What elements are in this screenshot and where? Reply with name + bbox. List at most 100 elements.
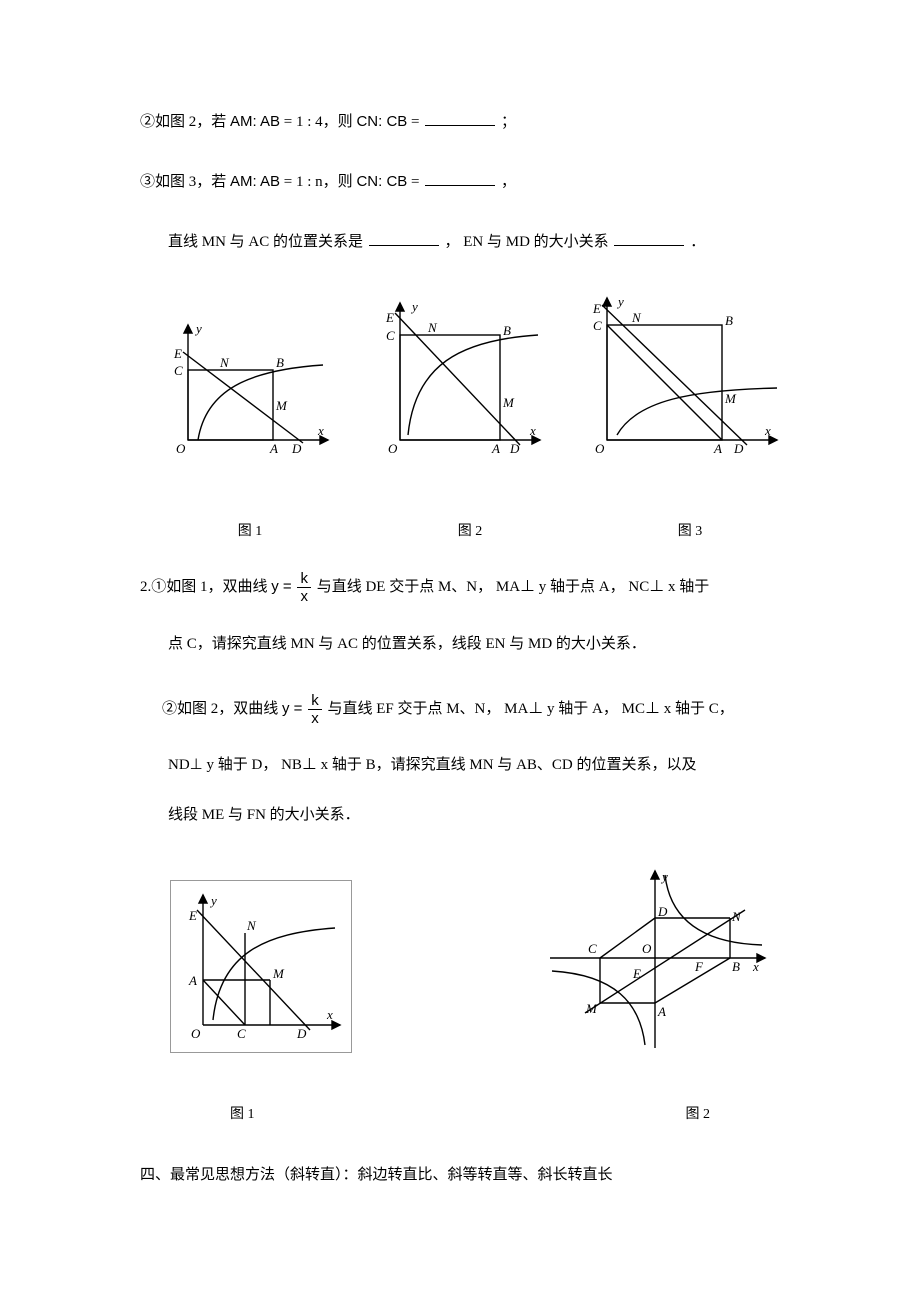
svg-text:D: D: [291, 441, 302, 456]
svg-text:M: M: [275, 398, 288, 413]
question-2-line: ②如图 2，若 AM: AB = 1 : 4，则 CN: CB = ；: [140, 110, 800, 134]
text-eq-2: =: [411, 174, 423, 190]
svg-text:O: O: [595, 441, 605, 456]
text-eq1n: = 1 : n，则: [284, 174, 357, 190]
text-semicolon: ；: [501, 114, 516, 130]
text-p22a: ②如图 2，双曲线: [162, 701, 282, 717]
problem-2-2-line-3: 线段 ME 与 FN 的大小关系．: [168, 803, 800, 827]
svg-text:y: y: [209, 893, 217, 908]
svg-text:O: O: [388, 441, 398, 456]
fraction-num: k: [308, 692, 322, 710]
text-cn-cb: CN: CB: [356, 113, 407, 130]
fraction-num: k: [297, 570, 311, 588]
svg-text:x: x: [764, 423, 771, 438]
svg-text:D: D: [657, 904, 668, 919]
svg-text:A: A: [491, 441, 500, 456]
text-p22d: 线段 ME 与 FN 的大小关系．: [168, 807, 360, 823]
blank-fill[interactable]: [369, 230, 439, 246]
svg-text:y: y: [660, 869, 668, 884]
svg-text:C: C: [237, 1026, 246, 1041]
text-p22b: 与直线 EF 交于点 M、N， MA⊥ y 轴于 A， MC⊥ x 轴于 C，: [327, 701, 733, 717]
section-4-heading: 四、最常见思想方法（斜转直）：斜边转直比、斜等转直等、斜长转直长: [140, 1163, 800, 1184]
text-p21c: 点 C，请探究直线 MN 与 AC 的位置关系，线段 EN 与 MD 的大小关系…: [168, 636, 646, 652]
problem-2-2-line-2: ND⊥ y 轴于 D， NB⊥ x 轴于 B，请探究直线 MN 与 AB、CD …: [168, 753, 800, 777]
svg-text:O: O: [642, 941, 652, 956]
text-en-md: ， EN 与 MD 的大小关系: [445, 234, 609, 250]
svg-text:E: E: [173, 346, 182, 361]
text-am-ab: AM: AB: [230, 113, 280, 130]
svg-text:B: B: [725, 313, 733, 328]
svg-text:M: M: [272, 966, 285, 981]
text-yeq-2: y =: [282, 700, 302, 717]
svg-text:C: C: [588, 941, 597, 956]
svg-text:B: B: [276, 355, 284, 370]
blank-fill[interactable]: [614, 230, 684, 246]
text-q2-prefix: ②如图 2，若: [140, 114, 230, 130]
svg-text:y: y: [410, 299, 418, 314]
fraction-kx-2: k x: [308, 692, 322, 728]
svg-text:E: E: [385, 310, 394, 325]
svg-text:y: y: [616, 294, 624, 309]
svg-text:F: F: [694, 959, 704, 974]
svg-text:M: M: [585, 1001, 598, 1016]
svg-text:D: D: [733, 441, 744, 456]
svg-text:M: M: [502, 395, 515, 410]
fraction-kx: k x: [297, 570, 311, 606]
text-mn-ac: 直线 MN 与 AC 的位置关系是: [168, 234, 363, 250]
svg-text:A: A: [713, 441, 722, 456]
figure-labels-row-1: 图 1 图 2 图 3: [140, 520, 800, 540]
text-yeq: y =: [271, 578, 291, 595]
figure-1-label: 图 1: [238, 520, 263, 540]
text-p22c: ND⊥ y 轴于 D， NB⊥ x 轴于 B，请探究直线 MN 与 AB、CD …: [168, 757, 697, 773]
figure-2: O AD CE N B M x y: [370, 295, 545, 460]
figure-4-label: 图 1: [230, 1103, 255, 1123]
svg-text:A: A: [188, 973, 197, 988]
svg-text:x: x: [529, 423, 536, 438]
svg-text:O: O: [176, 441, 186, 456]
figure-row-1: OAD CE NBM xy OAD CE NBM xy: [140, 290, 800, 460]
svg-text:x: x: [326, 1007, 333, 1022]
svg-text:C: C: [386, 328, 395, 343]
text-p21b: 与直线 DE 交于点 M、N， MA⊥ y 轴于点 A， NC⊥ x 轴于: [317, 579, 710, 595]
svg-text:D: D: [509, 441, 520, 456]
svg-text:E: E: [632, 966, 641, 981]
blank-fill[interactable]: [425, 170, 495, 186]
figure-4: OCD AE NM xy: [175, 885, 345, 1050]
figure-3-label: 图 3: [678, 520, 703, 540]
figure-1: OAD CE NBM xy: [158, 315, 333, 460]
question-3-line: ③如图 3，若 AM: AB = 1 : n，则 CN: CB = ，: [140, 170, 800, 194]
question-3-line-2: 直线 MN 与 AC 的位置关系是 ， EN 与 MD 的大小关系 ．: [168, 230, 800, 254]
svg-text:A: A: [657, 1004, 666, 1019]
figure-labels-row-2: 图 1 图 2: [230, 1103, 710, 1123]
problem-2-1-line-2: 点 C，请探究直线 MN 与 AC 的位置关系，线段 EN 与 MD 的大小关系…: [168, 632, 800, 656]
figure-5: y x D N B C O F E M A: [540, 863, 770, 1053]
blank-fill[interactable]: [425, 110, 495, 126]
problem-2-2-line-1: ②如图 2，双曲线 y = k x 与直线 EF 交于点 M、N， MA⊥ y …: [162, 692, 800, 728]
text-cn-cb-2: CN: CB: [356, 173, 407, 190]
fraction-den: x: [297, 588, 311, 605]
problem-2-1-line-1: 2.①如图 1，双曲线 y = k x 与直线 DE 交于点 M、N， MA⊥ …: [140, 570, 800, 606]
figure-2-label: 图 2: [458, 520, 483, 540]
figure-5-label: 图 2: [686, 1103, 711, 1123]
svg-text:A: A: [269, 441, 278, 456]
text-eq14: = 1 : 4，则: [284, 114, 357, 130]
svg-text:B: B: [503, 323, 511, 338]
text-eq: =: [411, 114, 423, 130]
svg-text:M: M: [724, 391, 737, 406]
svg-text:N: N: [427, 320, 438, 335]
svg-text:B: B: [732, 959, 740, 974]
svg-text:E: E: [188, 908, 197, 923]
svg-text:E: E: [592, 301, 601, 316]
text-am-ab-2: AM: AB: [230, 173, 280, 190]
svg-text:C: C: [174, 363, 183, 378]
fraction-den: x: [308, 710, 322, 727]
text-period: ．: [690, 234, 705, 250]
section-4-text: 四、最常见思想方法（斜转直）：斜边转直比、斜等转直等、斜长转直长: [140, 1167, 613, 1183]
svg-text:x: x: [317, 423, 324, 438]
text-q3-prefix: ③如图 3，若: [140, 174, 230, 190]
svg-text:N: N: [731, 909, 742, 924]
figure-row-2: O C D A E N M x y y x D N B C O F E M A: [170, 863, 770, 1053]
svg-text:N: N: [219, 355, 230, 370]
svg-text:x: x: [752, 959, 759, 974]
text-comma: ，: [501, 174, 516, 190]
